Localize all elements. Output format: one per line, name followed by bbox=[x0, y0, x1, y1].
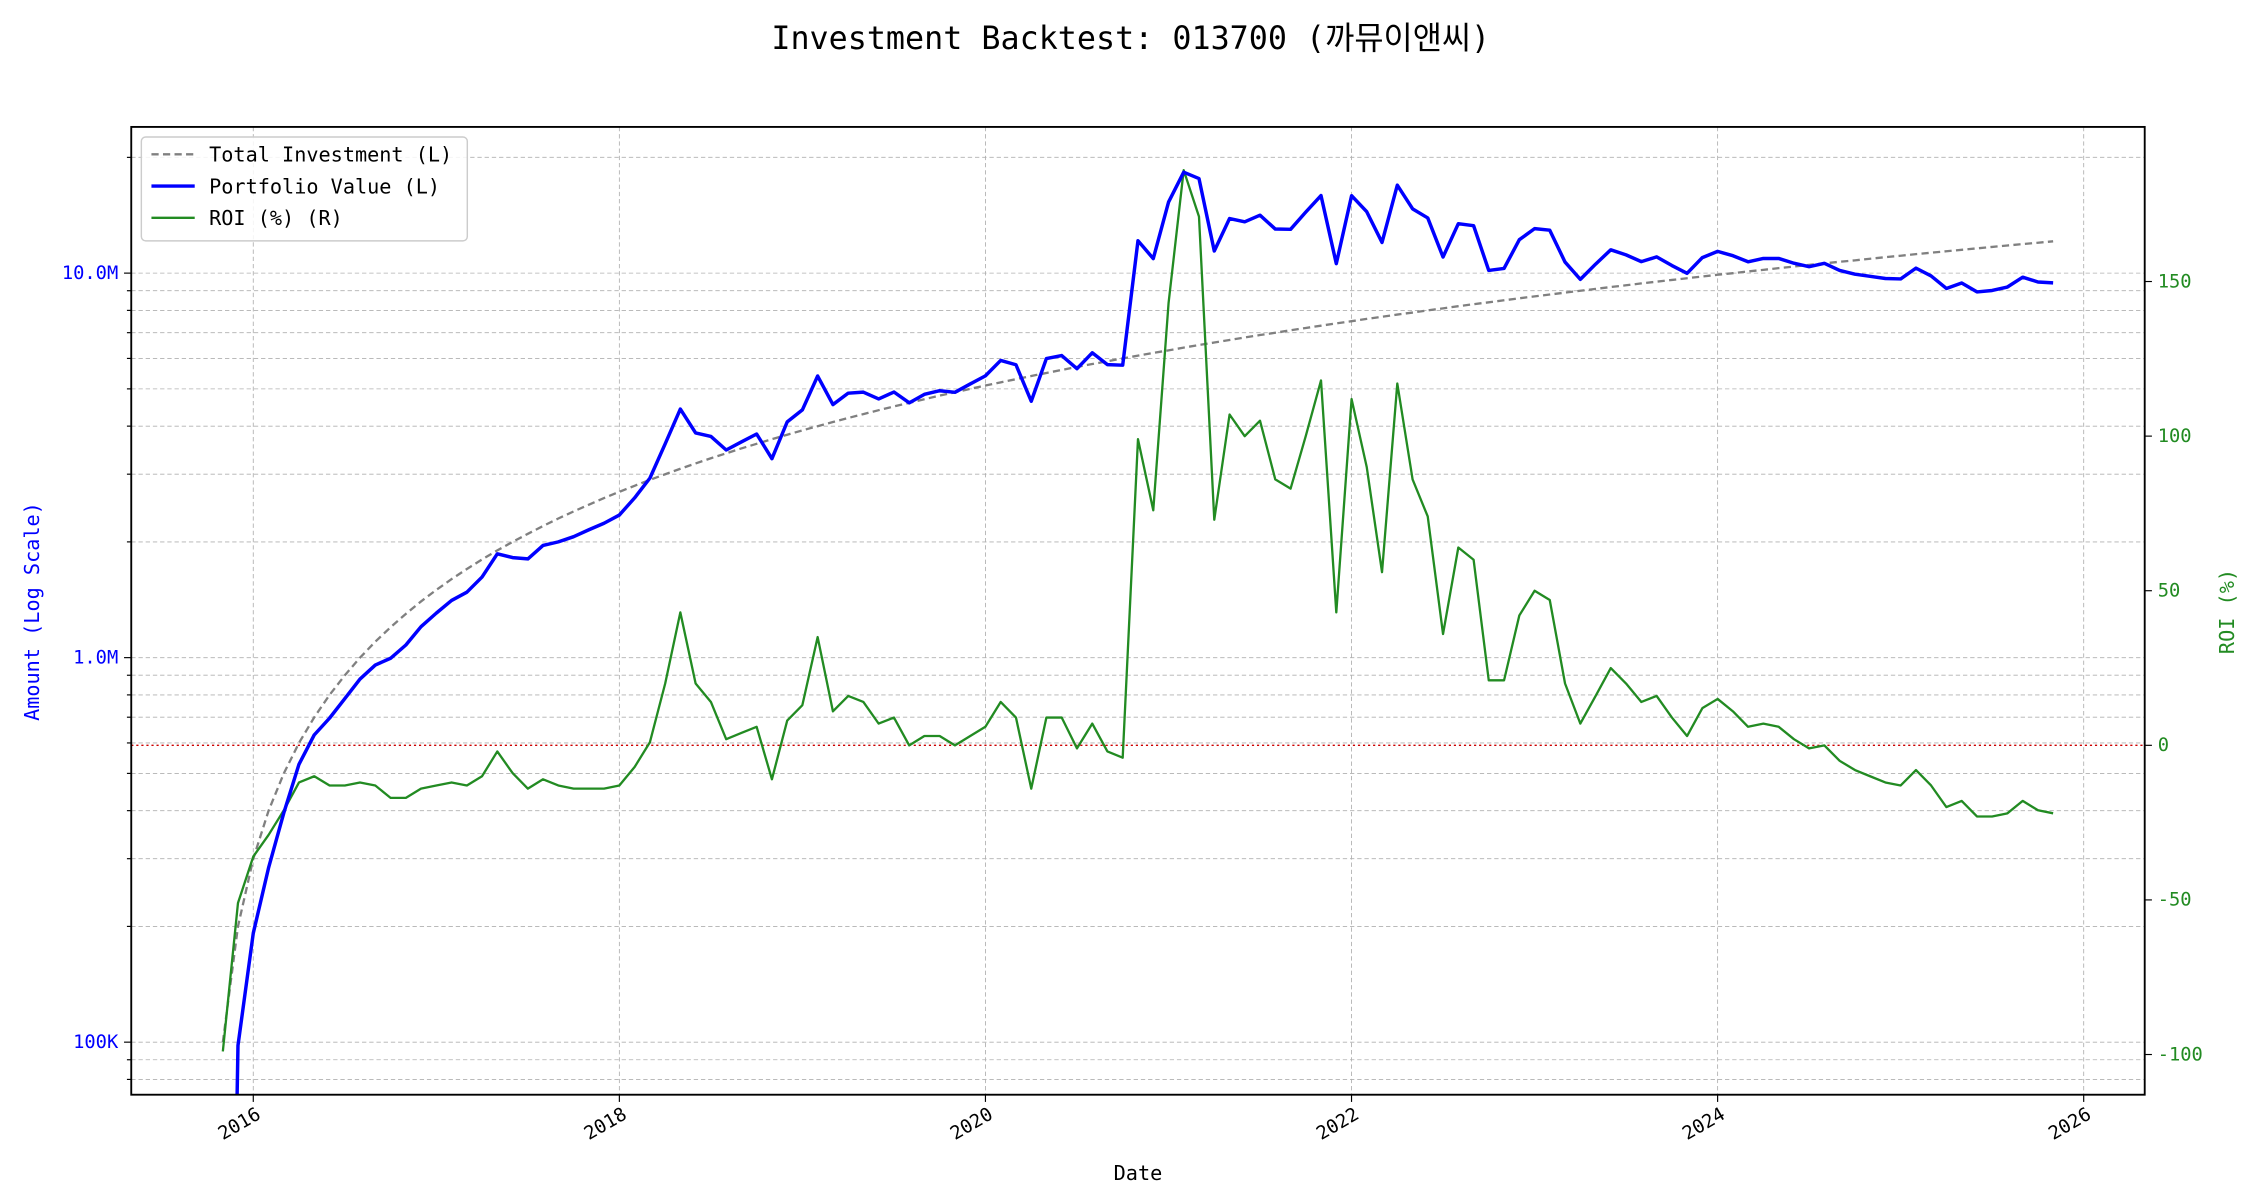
x-tick-label: 2024 bbox=[1679, 1104, 1729, 1145]
left-axis-label: Amount (Log Scale) bbox=[20, 502, 44, 721]
series-line-total-investment bbox=[221, 240, 2054, 1043]
x-tick-label: 2020 bbox=[947, 1104, 997, 1145]
series-lines bbox=[221, 169, 2054, 1095]
x-tick-label: 2016 bbox=[215, 1104, 265, 1145]
x-tick-label: 2026 bbox=[2045, 1104, 2095, 1145]
series-line-portfolio-value bbox=[235, 170, 2054, 1095]
right-y-axis: -100 -50 0 50 100 150 bbox=[2144, 271, 2203, 1065]
legend-box bbox=[140, 136, 469, 242]
right-tick-label: 50 bbox=[2158, 580, 2181, 601]
legend-label: Total Investment (L) bbox=[209, 143, 452, 167]
left-tick-label: 100K bbox=[73, 1032, 119, 1053]
series-line-roi bbox=[221, 169, 2054, 1052]
left-tick-label: 10.0M bbox=[62, 263, 118, 284]
left-tick-label: 1.0M bbox=[73, 647, 118, 668]
x-tick-label: 2018 bbox=[581, 1104, 631, 1145]
x-tick-label: 2022 bbox=[1313, 1104, 1363, 1145]
x-axis: 2016 2018 2020 2022 2024 2026 bbox=[215, 1094, 2095, 1145]
plot-frame bbox=[130, 125, 2146, 1096]
legend-label: ROI (%) (R) bbox=[209, 206, 343, 230]
legend-label: Portfolio Value (L) bbox=[209, 174, 440, 198]
right-tick-label: 100 bbox=[2158, 426, 2192, 447]
legend: Total Investment (L) Portfolio Value (L) R… bbox=[140, 136, 469, 242]
right-axis-label: ROI (%) bbox=[2215, 569, 2239, 654]
right-tick-label: 0 bbox=[2158, 735, 2169, 756]
right-tick-label: 150 bbox=[2158, 271, 2192, 292]
x-axis-label: Date bbox=[1114, 1161, 1163, 1185]
chart-title: Investment Backtest: 013700 (까뮤이앤씨) bbox=[771, 21, 1490, 57]
grid bbox=[131, 126, 2145, 1095]
left-y-axis: 100K 1.0M 10.0M bbox=[62, 156, 132, 1080]
right-tick-label: -50 bbox=[2158, 890, 2192, 911]
right-tick-label: -100 bbox=[2158, 1044, 2203, 1065]
